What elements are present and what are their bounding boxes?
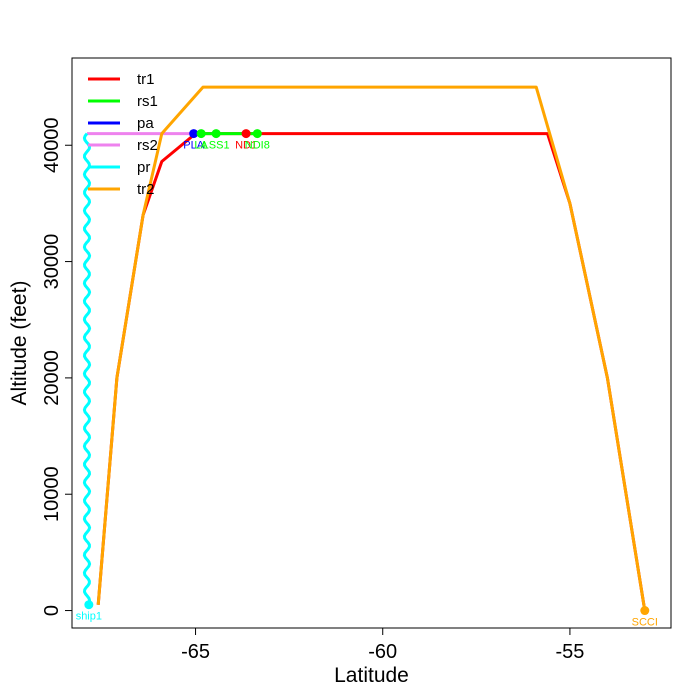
legend-pr-label: pr	[137, 159, 150, 176]
legend-pa-label: pa	[137, 115, 154, 132]
series-tr1-line	[96, 132, 647, 611]
legend-rs1-label: rs1	[137, 93, 158, 110]
marker-ndi8-label: NDI8	[245, 140, 270, 152]
x-axis-label: Latitude	[334, 664, 409, 687]
y-tick-label: 30000	[41, 234, 63, 290]
y-axis-label: Altitude (feet)	[8, 281, 31, 406]
legend-tr1-label: tr1	[137, 71, 155, 88]
x-tick-label: -60	[368, 641, 397, 663]
marker-pla-point	[189, 129, 199, 139]
axes-layer: -65 -60 -55 0 10000 20000 30000 40000	[41, 117, 584, 663]
y-tick-label: 0	[41, 605, 63, 616]
marker-ship1-label: ship1	[76, 611, 102, 623]
legend-tr2-label: tr2	[137, 181, 155, 198]
series-pr-line	[82, 132, 92, 606]
legend-rs2-label: rs2	[137, 137, 158, 154]
marker-scci-label: SCCI	[632, 617, 658, 629]
y-tick-label: 20000	[41, 350, 63, 406]
marker-pla-label: PLA	[183, 140, 204, 152]
legend: tr1 rs1 pa rs2 pr tr2	[88, 71, 158, 198]
marker-lss1-label: LSS1	[203, 140, 230, 152]
marker-la-point	[196, 129, 206, 139]
marker-scci-point	[640, 606, 650, 616]
series-tr2-line	[96, 85, 647, 611]
marker-nd1-label: ND1	[235, 140, 257, 152]
marker-la-label: LA	[194, 140, 208, 152]
marker-nd1-point	[241, 129, 251, 139]
plot-frame	[71, 57, 672, 629]
marker-ndi8-point	[252, 129, 262, 139]
y-tick-label: 40000	[41, 117, 63, 173]
y-tick-label: 10000	[41, 466, 63, 522]
x-tick-label: -65	[181, 641, 210, 663]
marker-lss1-point	[211, 129, 221, 139]
x-tick-label: -55	[555, 641, 584, 663]
series-layer	[82, 85, 647, 611]
marker-ship1-point	[84, 600, 94, 610]
